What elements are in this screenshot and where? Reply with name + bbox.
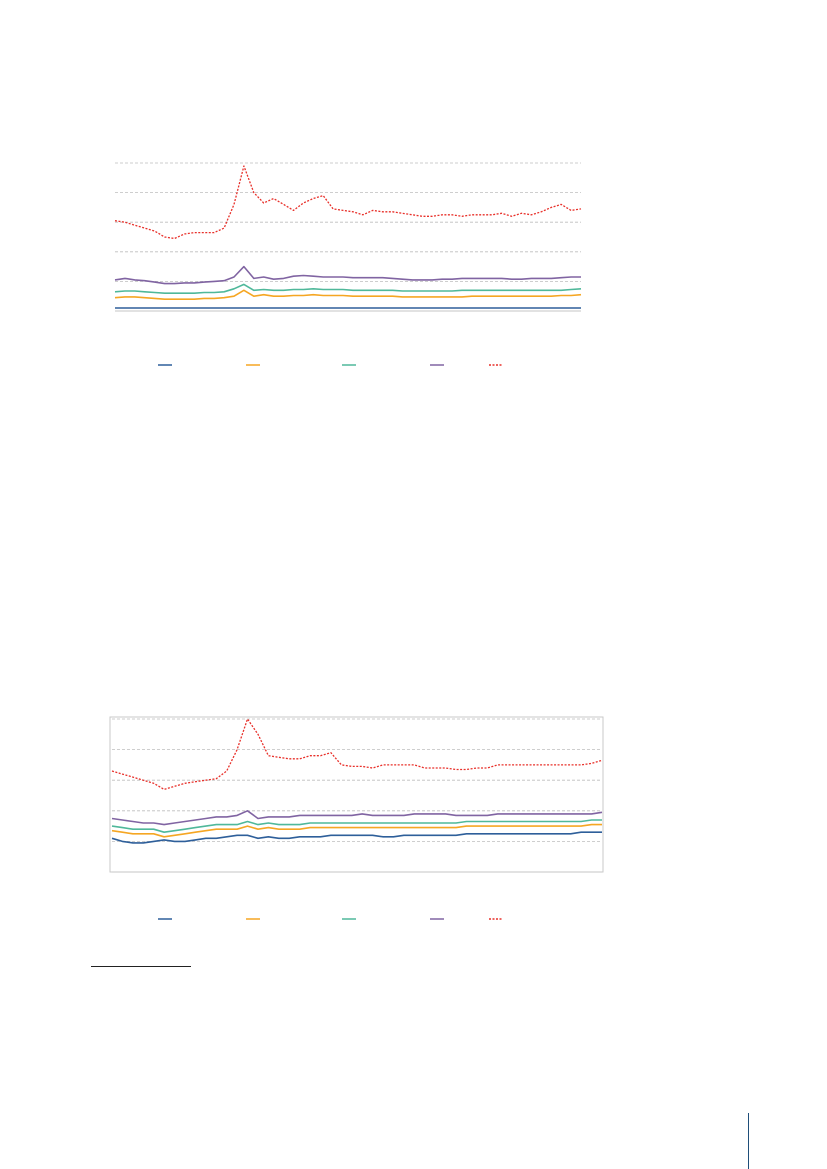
footnote-divider [91,966,191,967]
chart-2-series-2-line [111,819,602,833]
chart-2-series-1-line [111,823,602,838]
chart-2-frame [109,716,604,873]
chart-2-series-4-line [111,718,603,791]
chart-1-series-1-line [114,289,582,300]
chart-1 [105,150,585,380]
chart-2-series-3-line [111,810,603,826]
chart-1-svg [114,162,582,366]
chart-1-series-3-line [114,265,581,285]
chart-1-series-2-line [114,283,582,294]
page-margin-rule [748,1113,749,1169]
chart-2-svg [109,716,604,920]
chart-1-series-4-line [114,165,582,240]
chart-2-series-0-line [111,831,602,844]
chart-2 [105,712,605,932]
